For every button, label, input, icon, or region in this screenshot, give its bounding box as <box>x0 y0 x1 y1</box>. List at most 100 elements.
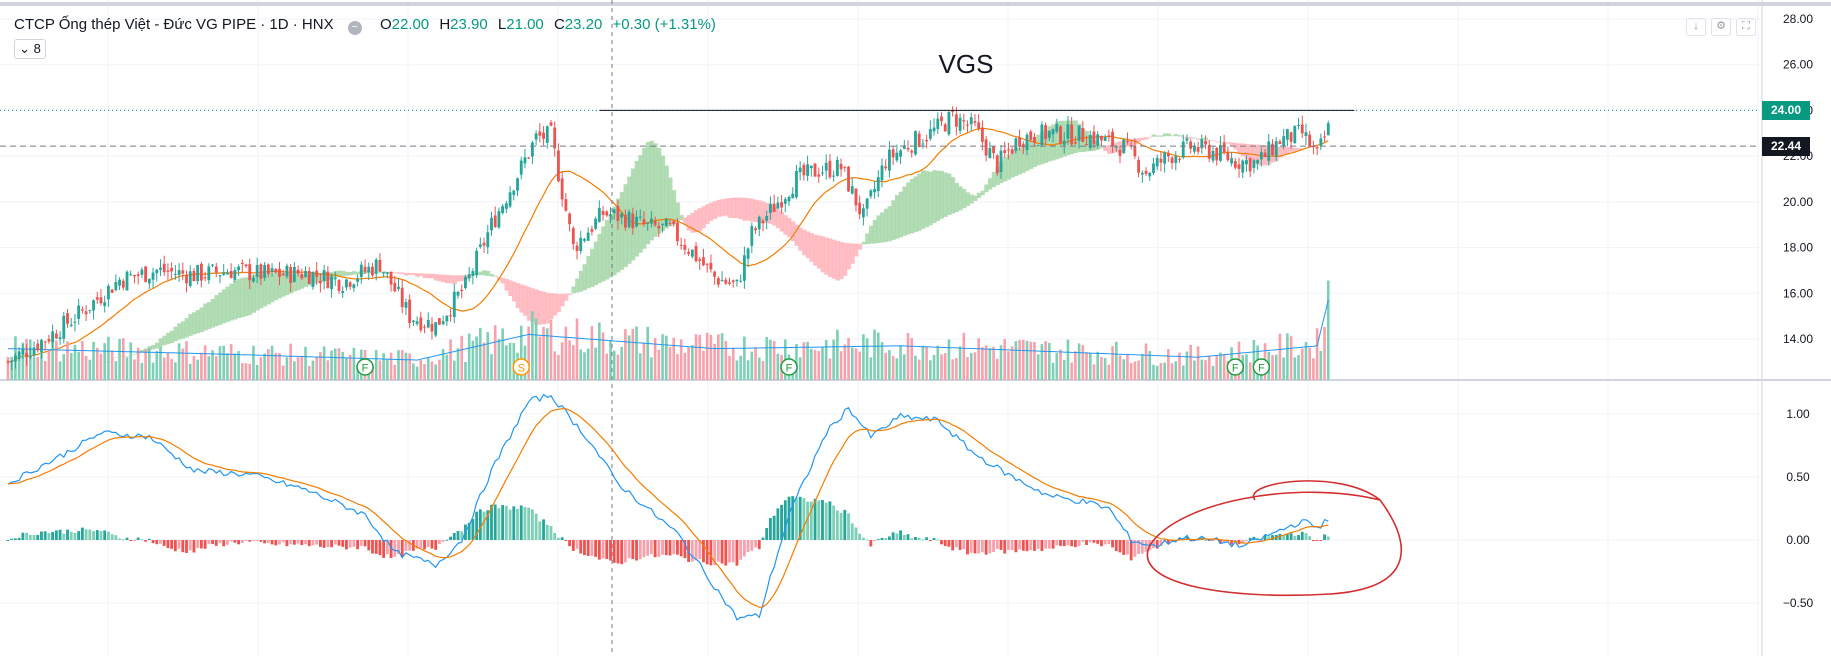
volume-bar <box>1178 352 1181 380</box>
macd-histogram-bar <box>557 537 560 540</box>
volume-bar <box>1274 354 1278 380</box>
ichimoku-cloud-slice <box>690 212 695 233</box>
candle-body <box>345 279 348 288</box>
ichimoku-cloud-slice <box>809 233 814 262</box>
ichimoku-cloud-slice <box>906 182 911 235</box>
volume-bar <box>233 353 237 380</box>
event-marker <box>356 358 374 376</box>
volume-bar <box>839 351 843 380</box>
macd-histogram-bar <box>940 540 943 545</box>
ichimoku-cloud-slice <box>950 177 956 214</box>
macd-histogram-bar <box>516 508 519 540</box>
ichimoku-cloud-slice <box>772 206 777 226</box>
candle-body <box>330 276 333 290</box>
volume-bar <box>333 348 337 380</box>
ichimoku-cloud-slice <box>530 288 535 323</box>
candle-body <box>742 255 746 281</box>
ichimoku-cloud-slice <box>601 226 606 282</box>
candle-body <box>1271 143 1274 156</box>
macd-histogram-bar <box>348 540 352 548</box>
candle-body <box>1196 146 1200 152</box>
volume-bar <box>77 351 80 380</box>
volume-bar <box>862 334 865 380</box>
macd-histogram-bar <box>694 540 698 561</box>
volume-bar <box>1222 354 1226 380</box>
volume-bar <box>583 352 586 380</box>
ichimoku-cloud-slice <box>299 275 305 289</box>
candle-body <box>519 160 523 175</box>
volume-bar <box>914 355 917 380</box>
candle-body <box>80 309 84 311</box>
volume-bar <box>419 359 423 380</box>
candle-body <box>1081 128 1085 142</box>
candle-body <box>1010 149 1014 154</box>
move-down-icon[interactable]: ↓ <box>1686 18 1706 36</box>
ichimoku-cloud-slice <box>515 283 520 308</box>
volume-bar <box>932 355 936 380</box>
candle-body <box>1059 126 1062 144</box>
volume-bar <box>148 347 151 380</box>
candle-body <box>936 118 940 129</box>
macd-histogram-bar <box>783 500 787 540</box>
candle-body <box>932 127 936 132</box>
candle-body <box>627 211 631 228</box>
current-price-tag: 24.00 <box>1762 100 1810 120</box>
volume-bar <box>1289 336 1293 380</box>
candle-body <box>609 214 612 217</box>
macd-histogram-bar <box>899 530 902 540</box>
fullscreen-icon[interactable]: ⛶ <box>1736 18 1756 36</box>
volume-bar <box>95 347 99 380</box>
ichimoku-cloud-slice <box>1047 126 1052 162</box>
ichimoku-cloud-slice <box>1151 134 1156 137</box>
volume-bar <box>545 328 549 380</box>
candle-body <box>925 140 929 142</box>
indicators-toggle[interactable]: ⌄ 8 <box>14 39 46 59</box>
candle-body <box>530 142 534 157</box>
volume-bar <box>1048 342 1051 380</box>
macd-histogram-bar <box>672 540 676 555</box>
settings-icon[interactable]: ⚙ <box>1711 18 1731 36</box>
candle-body <box>1263 152 1267 158</box>
symbol-title[interactable]: CTCP Ống thép Việt - Đức VG PIPE · 1D · … <box>14 16 334 33</box>
macd-histogram-bar <box>1140 540 1144 554</box>
ichimoku-cloud-slice <box>969 194 974 204</box>
macd-histogram-bar <box>248 540 252 542</box>
candle-body <box>77 305 81 319</box>
event-marker <box>1252 358 1271 376</box>
macd-histogram-bar <box>597 540 601 560</box>
ichimoku-cloud-slice <box>519 284 524 313</box>
macd-histogram-bar <box>795 497 798 540</box>
macd-histogram-bar <box>828 501 832 540</box>
ichimoku-cloud-slice <box>396 272 401 274</box>
macd-tick-label: −0.50 <box>1783 596 1814 610</box>
volume-bar <box>490 354 493 380</box>
ichimoku-cloud-slice <box>820 236 825 273</box>
candle-body <box>1230 158 1233 164</box>
volume-bar <box>750 351 754 380</box>
volume-bar <box>322 346 326 380</box>
candle-body <box>735 279 739 282</box>
ichimoku-cloud-slice <box>913 176 918 233</box>
candle-body <box>1055 124 1059 132</box>
candle-body <box>616 206 620 221</box>
volume-bar <box>1319 350 1323 380</box>
ichimoku-cloud-slice <box>262 273 268 307</box>
ichimoku-cloud-slice <box>1136 138 1142 142</box>
macd-histogram-bar <box>817 500 821 540</box>
ichimoku-cloud-slice <box>296 274 301 291</box>
macd-histogram-bar <box>54 530 58 540</box>
macd-histogram-bar <box>147 538 151 540</box>
ichimoku-cloud-slice <box>787 217 792 238</box>
volume-bar <box>702 350 705 380</box>
chart-annotation-title: VGS <box>939 49 994 79</box>
ichimoku-cloud-slice <box>653 143 658 237</box>
macd-histogram-bar <box>631 540 635 560</box>
ichimoku-cloud-slice <box>604 219 610 280</box>
ichimoku-cloud-slice <box>214 295 219 327</box>
remove-icon[interactable]: − <box>347 21 362 35</box>
macd-histogram-bar <box>452 533 456 540</box>
volume-bar <box>129 342 133 380</box>
ichimoku-cloud-slice <box>180 321 186 339</box>
